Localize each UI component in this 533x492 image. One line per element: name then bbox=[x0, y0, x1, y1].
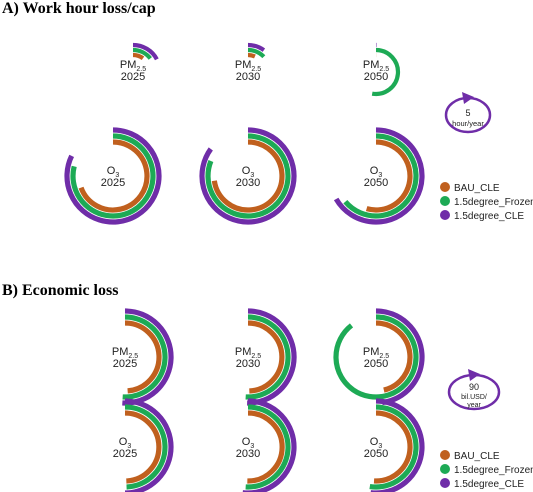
ring-label-year: 2050 bbox=[364, 71, 388, 83]
legend-swatch-bau bbox=[440, 182, 450, 192]
ring-arc-bau-cle bbox=[247, 52, 256, 59]
ring-arc-bau-cle bbox=[124, 410, 162, 484]
legend-label-frozen: 1.5degree_Frozen bbox=[454, 465, 533, 476]
ring-arc-1-5degree-cle bbox=[122, 308, 174, 406]
ring-arc-bau-cle bbox=[375, 320, 413, 393]
ring-arc-1-5degree-cle bbox=[375, 308, 425, 406]
ring-arc-1-5degree-cle bbox=[124, 398, 174, 492]
ring-arc-1-5degree-cle bbox=[247, 308, 297, 406]
ring-arc-bau-cle bbox=[124, 320, 162, 394]
ring-label-year: 2050 bbox=[364, 448, 388, 460]
ring-arc-1-5degree-frozen bbox=[122, 314, 168, 400]
ring-label-year: 2025 bbox=[113, 448, 137, 460]
scale-value-b: 90 bbox=[469, 382, 479, 392]
ring-label-pollutant: O3 bbox=[370, 436, 383, 450]
ring-label-year: 2030 bbox=[236, 448, 260, 460]
scale-unit-b-line2: year bbox=[467, 402, 481, 409]
ring-arc-1-5degree-frozen bbox=[333, 314, 419, 400]
ring-label-pollutant: PM2.5 bbox=[120, 59, 146, 73]
ring-arc-bau-cle bbox=[247, 410, 285, 484]
ring-label-pollutant: O3 bbox=[370, 165, 383, 179]
ring-arc-1-5degree-cle bbox=[333, 127, 425, 225]
ring-arc-1-5degree-frozen bbox=[247, 47, 266, 59]
ring-label-pollutant: O3 bbox=[242, 165, 255, 179]
ring-arc-1-5degree-frozen bbox=[132, 47, 152, 60]
ring-arc-1-5degree-cle bbox=[132, 42, 159, 61]
ring-label-pollutant: PM2.5 bbox=[112, 346, 138, 360]
ring-label-pollutant: PM2.5 bbox=[235, 346, 261, 360]
scale-unit-b-line1: bil.USD/ bbox=[461, 394, 487, 401]
ring-label-pollutant: PM2.5 bbox=[363, 346, 389, 360]
legend-swatch-frozen bbox=[440, 196, 450, 206]
ring-label-year: 2025 bbox=[113, 358, 137, 370]
scale-reference-a: 5 hour/year bbox=[444, 92, 492, 134]
scale-unit-a: hour/year bbox=[452, 119, 484, 128]
ring-label-pollutant: O3 bbox=[119, 436, 132, 450]
ring-arc-1-5degree-cle bbox=[199, 127, 297, 225]
legend-swatch-bau bbox=[440, 450, 450, 460]
ring-arc-bau-cle bbox=[247, 320, 285, 394]
ring-arc-1-5degree-frozen bbox=[245, 314, 291, 400]
ring-arc-1-5degree-frozen bbox=[70, 133, 156, 219]
legend-label-cle: 1.5degree_CLE bbox=[454, 211, 524, 222]
ring-label-pollutant: PM2.5 bbox=[235, 59, 261, 73]
ring-arc-1-5degree-frozen bbox=[369, 404, 419, 490]
ring-label-year: 2030 bbox=[236, 71, 260, 83]
legend-label-cle: 1.5degree_CLE bbox=[454, 479, 524, 490]
ring-arc-bau-cle bbox=[365, 139, 413, 213]
ring-arc-1-5degree-frozen bbox=[124, 404, 168, 490]
ring-arc-bau-cle bbox=[211, 139, 285, 213]
legend-swatch-frozen bbox=[440, 464, 450, 474]
scale-reference-b: 90 bil.USD/ year bbox=[447, 369, 501, 411]
panel-a-title: A) Work hour loss/cap bbox=[2, 0, 156, 17]
ring-arc-1-5degree-cle bbox=[247, 42, 266, 52]
legend-label-frozen: 1.5degree_Frozen bbox=[454, 197, 533, 208]
ring-arc-1-5degree-frozen bbox=[245, 404, 291, 490]
ring-label-year: 2050 bbox=[364, 177, 388, 189]
ring-arc-bau-cle bbox=[78, 139, 150, 213]
scale-value-a: 5 bbox=[465, 108, 470, 118]
legend-swatch-cle bbox=[440, 478, 450, 488]
ring-label-year: 2030 bbox=[236, 177, 260, 189]
legend-a: BAU_CLE 1.5degree_Frozen 1.5degree_CLE bbox=[440, 182, 533, 222]
ring-label-year: 2025 bbox=[121, 71, 145, 83]
panel-b-title: B) Economic loss bbox=[2, 282, 119, 299]
ring-label-year: 2030 bbox=[236, 358, 260, 370]
ring-arc-1-5degree-cle bbox=[370, 398, 425, 492]
legend-swatch-cle bbox=[440, 210, 450, 220]
legend-b: BAU_CLE 1.5degree_Frozen 1.5degree_CLE bbox=[440, 450, 533, 490]
ring-arc-1-5degree-cle bbox=[242, 398, 297, 492]
legend-label-bau: BAU_CLE bbox=[454, 451, 500, 462]
ring-arc-bau-cle bbox=[373, 410, 413, 484]
scale-arrow-icon bbox=[468, 369, 480, 381]
legend-label-bau: BAU_CLE bbox=[454, 183, 500, 194]
scale-arrow-icon bbox=[462, 92, 474, 104]
ring-arc-bau-cle bbox=[132, 52, 145, 61]
ring-label-pollutant: O3 bbox=[107, 165, 120, 179]
ring-label-year: 2050 bbox=[364, 358, 388, 370]
ring-label-pollutant: O3 bbox=[242, 436, 255, 450]
ring-label-pollutant: PM2.5 bbox=[363, 59, 389, 73]
ring-arc-1-5degree-cle bbox=[64, 127, 162, 225]
ring-arc-1-5degree-frozen bbox=[371, 47, 401, 97]
ring-label-year: 2025 bbox=[101, 177, 125, 189]
ring-arc-1-5degree-frozen bbox=[205, 133, 291, 219]
ring-arc-1-5degree-frozen bbox=[343, 133, 419, 219]
